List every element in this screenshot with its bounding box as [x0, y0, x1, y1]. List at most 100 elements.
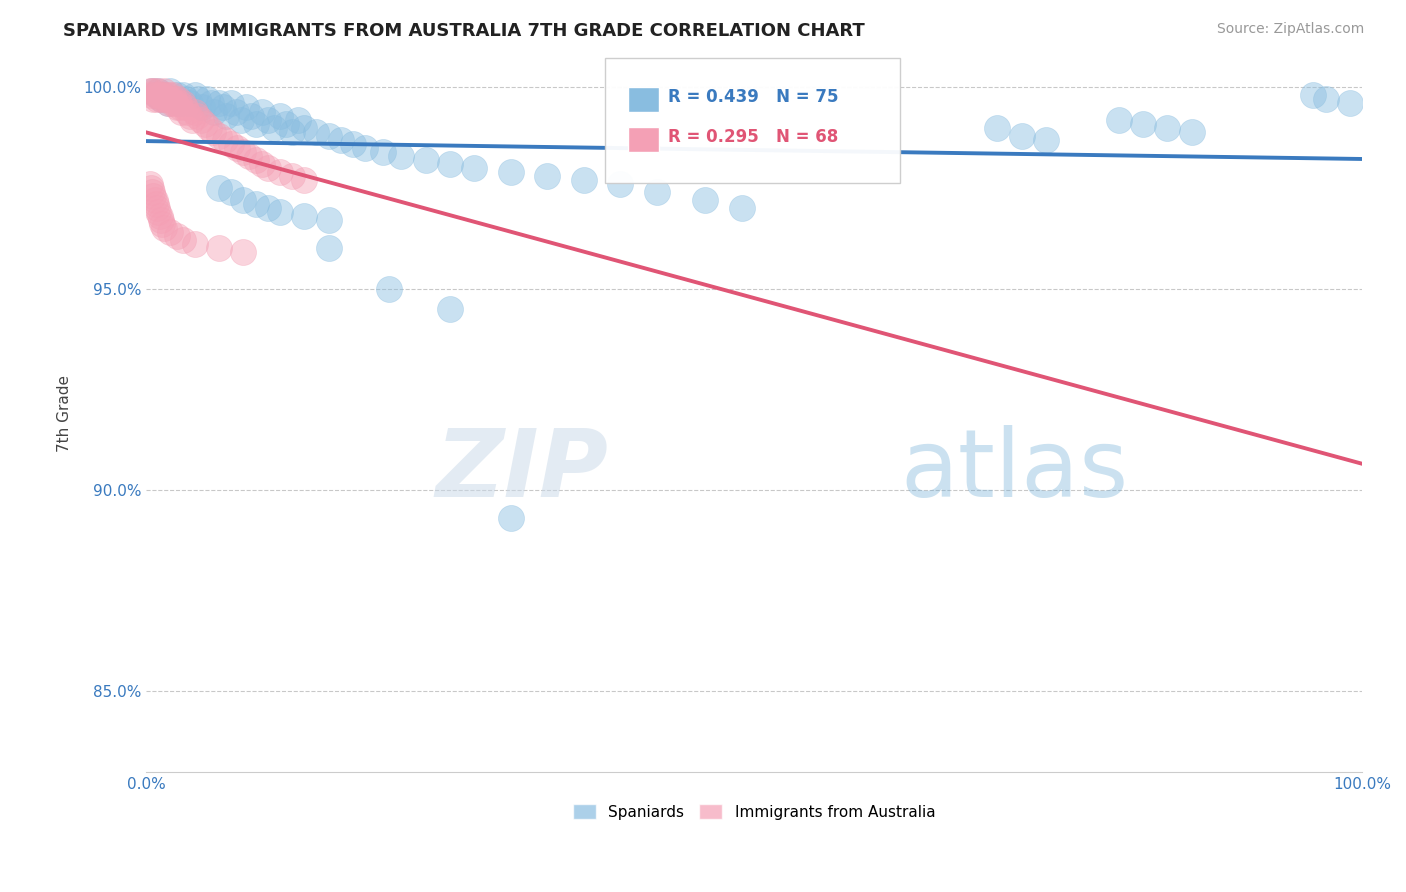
- Point: [141, 84, 163, 98]
- Point: [146, 92, 169, 106]
- Point: [318, 213, 340, 227]
- Point: [239, 109, 262, 123]
- Point: [142, 189, 165, 203]
- Point: [250, 104, 273, 119]
- Point: [245, 153, 267, 167]
- Point: [187, 92, 209, 106]
- Point: [184, 237, 207, 252]
- Point: [229, 112, 252, 127]
- Point: [156, 92, 179, 106]
- Point: [150, 88, 173, 103]
- Point: [139, 88, 162, 103]
- Point: [198, 120, 221, 135]
- Legend: Spaniards, Immigrants from Australia: Spaniards, Immigrants from Australia: [567, 797, 941, 826]
- Point: [1181, 125, 1204, 139]
- Point: [148, 209, 170, 223]
- Point: [148, 84, 170, 98]
- Point: [159, 84, 181, 98]
- Point: [318, 128, 340, 143]
- Point: [202, 104, 225, 119]
- Point: [292, 209, 315, 223]
- Point: [232, 145, 254, 159]
- Point: [142, 92, 165, 106]
- Y-axis label: 7th Grade: 7th Grade: [58, 375, 72, 452]
- Point: [159, 92, 181, 106]
- Point: [986, 120, 1008, 135]
- Point: [292, 173, 315, 187]
- Point: [263, 120, 285, 135]
- Point: [202, 125, 225, 139]
- Point: [225, 104, 247, 119]
- Point: [179, 109, 201, 123]
- Point: [200, 96, 222, 111]
- Point: [695, 193, 717, 207]
- Point: [179, 96, 201, 111]
- Point: [170, 104, 193, 119]
- Point: [155, 88, 177, 103]
- Point: [232, 245, 254, 260]
- Point: [169, 96, 191, 111]
- Point: [165, 96, 187, 111]
- Point: [211, 101, 233, 115]
- Point: [148, 88, 170, 103]
- Point: [172, 96, 194, 111]
- Point: [148, 205, 170, 219]
- Point: [145, 88, 167, 103]
- Point: [208, 181, 231, 195]
- Point: [166, 88, 188, 103]
- Point: [572, 173, 595, 187]
- Point: [166, 101, 188, 115]
- Point: [292, 120, 315, 135]
- Point: [145, 197, 167, 211]
- Point: [373, 145, 395, 159]
- Text: Source: ZipAtlas.com: Source: ZipAtlas.com: [1216, 22, 1364, 37]
- Point: [172, 88, 194, 103]
- Point: [174, 101, 197, 115]
- Point: [139, 181, 162, 195]
- Point: [232, 193, 254, 207]
- Point: [1108, 112, 1130, 127]
- Point: [166, 92, 188, 106]
- Point: [166, 229, 188, 244]
- Point: [208, 128, 231, 143]
- Point: [256, 201, 278, 215]
- Point: [1339, 96, 1361, 111]
- Point: [269, 109, 291, 123]
- Point: [149, 92, 172, 106]
- Point: [149, 92, 172, 106]
- Point: [215, 109, 238, 123]
- Point: [143, 193, 166, 207]
- Point: [195, 92, 218, 106]
- Text: R = 0.295   N = 68: R = 0.295 N = 68: [668, 128, 838, 146]
- Point: [269, 205, 291, 219]
- Point: [235, 101, 257, 115]
- Point: [214, 133, 236, 147]
- Point: [141, 84, 163, 98]
- Point: [157, 96, 180, 111]
- Point: [269, 165, 291, 179]
- Point: [250, 157, 273, 171]
- Point: [256, 112, 278, 127]
- Point: [184, 88, 207, 103]
- Text: SPANIARD VS IMMIGRANTS FROM AUSTRALIA 7TH GRADE CORRELATION CHART: SPANIARD VS IMMIGRANTS FROM AUSTRALIA 7T…: [63, 22, 865, 40]
- Point: [415, 153, 437, 167]
- Point: [176, 104, 198, 119]
- Text: atlas: atlas: [900, 425, 1128, 516]
- Point: [226, 141, 249, 155]
- Point: [219, 96, 242, 111]
- Point: [342, 136, 364, 151]
- Point: [141, 185, 163, 199]
- Point: [1302, 88, 1324, 103]
- Point: [1132, 117, 1154, 131]
- Point: [139, 177, 162, 191]
- Point: [245, 117, 267, 131]
- Point: [219, 185, 242, 199]
- Point: [149, 213, 172, 227]
- Point: [731, 201, 754, 215]
- Point: [150, 217, 173, 231]
- Point: [148, 84, 170, 98]
- Point: [287, 112, 309, 127]
- Point: [378, 282, 401, 296]
- Point: [645, 185, 668, 199]
- Text: R = 0.439   N = 75: R = 0.439 N = 75: [668, 88, 838, 106]
